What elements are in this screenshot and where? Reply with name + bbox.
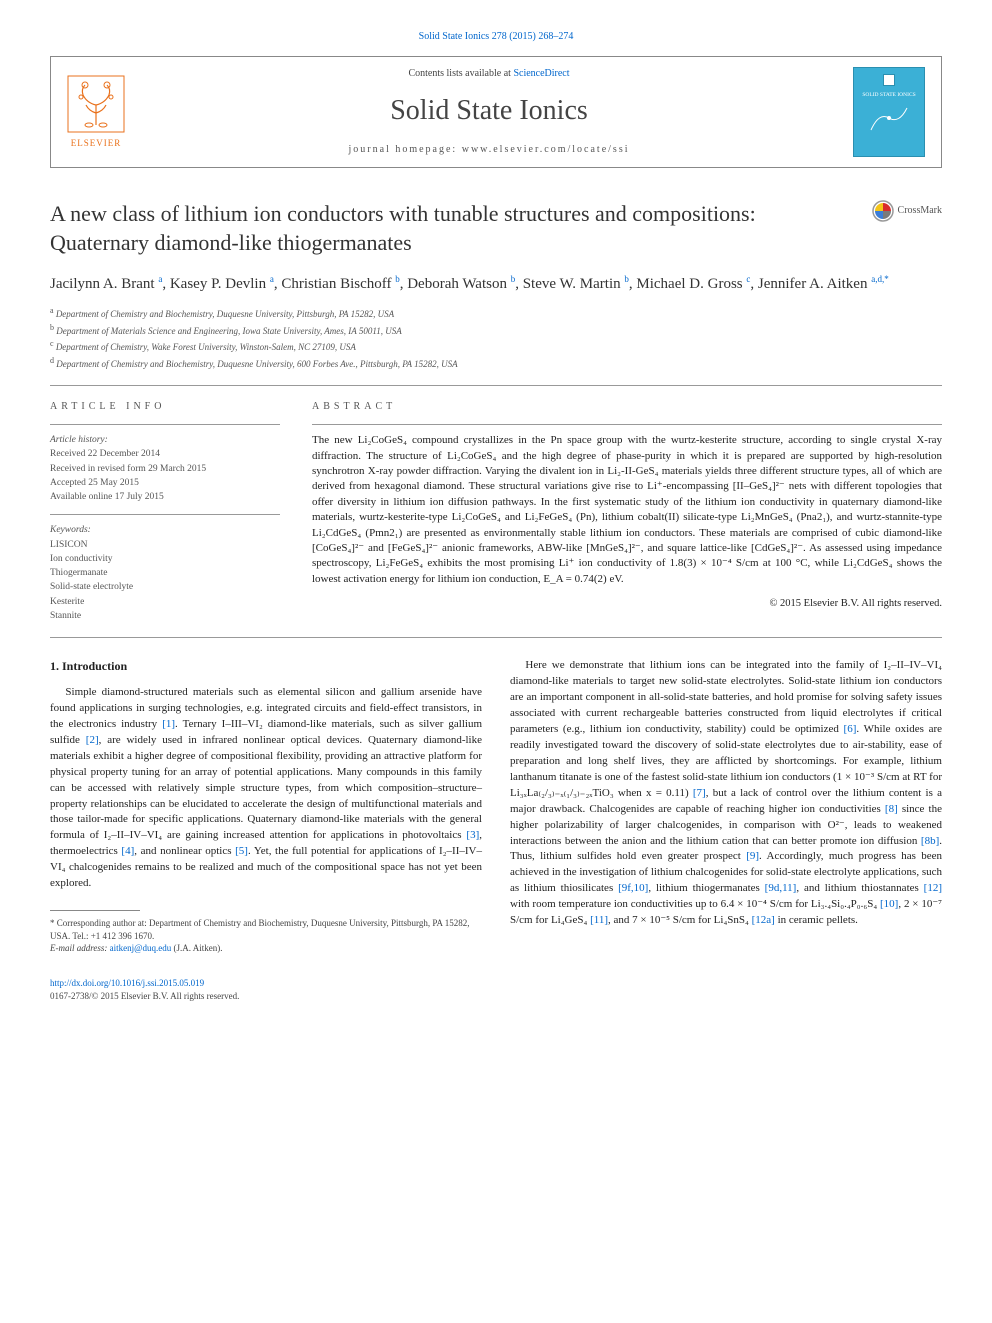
divider [312, 424, 942, 425]
elsevier-logo: ELSEVIER [67, 75, 125, 150]
history-label: Article history: [50, 433, 280, 447]
received-date: Received 22 December 2014 [50, 447, 280, 461]
cover-graphic-icon [867, 104, 911, 134]
divider [50, 637, 942, 638]
article-info-heading: ARTICLE INFO [50, 400, 280, 414]
online-date: Available online 17 July 2015 [50, 490, 280, 504]
cover-title: SOLID STATE IONICS [862, 92, 915, 98]
divider [50, 514, 280, 515]
abstract-text: The new Li₂CoGeS₄ compound crystallizes … [312, 433, 942, 587]
article-info-column: ARTICLE INFO Article history: Received 2… [50, 400, 280, 623]
journal-name: Solid State Ionics [125, 91, 853, 130]
sciencedirect-link[interactable]: ScienceDirect [513, 68, 569, 79]
publisher-name: ELSEVIER [71, 137, 122, 150]
elsevier-tree-icon [67, 75, 125, 133]
abstract-heading: ABSTRACT [312, 400, 942, 414]
affiliation-line: d Department of Chemistry and Biochemist… [50, 355, 942, 372]
divider [50, 385, 942, 386]
body-column-right: Here we demonstrate that lithium ions ca… [510, 658, 942, 955]
abstract-copyright: © 2015 Elsevier B.V. All rights reserved… [312, 597, 942, 612]
journal-header-box: ELSEVIER Contents lists available at Sci… [50, 56, 942, 168]
article-history: Article history: Received 22 December 20… [50, 433, 280, 504]
keyword: Thiogermanate [50, 566, 280, 580]
accepted-date: Accepted 25 May 2015 [50, 476, 280, 490]
email-line: E-mail address: aitkenj@duq.edu (J.A. Ai… [50, 942, 482, 955]
cover-square-icon [883, 74, 895, 86]
keywords-label: Keywords: [50, 523, 280, 537]
crossmark-icon [872, 200, 894, 222]
crossmark-badge[interactable]: CrossMark [872, 200, 942, 222]
doi-link[interactable]: http://dx.doi.org/10.1016/j.ssi.2015.05.… [50, 978, 204, 988]
authors-line: Jacilynn A. Brant a, Kasey P. Devlin a, … [50, 273, 942, 295]
article-title: A new class of lithium ion conductors wi… [50, 200, 830, 257]
page-footer: http://dx.doi.org/10.1016/j.ssi.2015.05.… [50, 977, 942, 1002]
affiliation-line: a Department of Chemistry and Biochemist… [50, 305, 942, 322]
contents-line: Contents lists available at ScienceDirec… [125, 67, 853, 81]
footnote-separator [50, 910, 140, 911]
journal-reference: Solid State Ionics 278 (2015) 268–274 [50, 30, 942, 44]
issn-copyright: 0167-2738/© 2015 Elsevier B.V. All right… [50, 990, 942, 1003]
crossmark-label: CrossMark [898, 204, 942, 218]
affiliation-line: b Department of Materials Science and En… [50, 322, 942, 339]
keyword: Stannite [50, 609, 280, 623]
introduction-heading: 1. Introduction [50, 658, 482, 675]
keyword: Kesterite [50, 595, 280, 609]
homepage-line: journal homepage: www.elsevier.com/locat… [125, 143, 853, 157]
body-column-left: 1. Introduction Simple diamond-structure… [50, 658, 482, 955]
keyword: Solid-state electrolyte [50, 580, 280, 594]
header-center: Contents lists available at ScienceDirec… [125, 67, 853, 156]
revised-date: Received in revised form 29 March 2015 [50, 462, 280, 476]
corresponding-author-note: * Corresponding author at: Department of… [50, 917, 482, 942]
keywords-block: Keywords: LISICONIon conductivityThioger… [50, 523, 280, 623]
keyword: LISICON [50, 538, 280, 552]
affiliation-line: c Department of Chemistry, Wake Forest U… [50, 338, 942, 355]
email-link[interactable]: aitkenj@duq.edu [110, 943, 172, 953]
body-text-left: Simple diamond-structured materials such… [50, 685, 482, 892]
journal-cover-thumbnail: SOLID STATE IONICS [853, 67, 925, 157]
affiliations: a Department of Chemistry and Biochemist… [50, 305, 942, 371]
divider [50, 424, 280, 425]
keyword: Ion conductivity [50, 552, 280, 566]
body-text-right: Here we demonstrate that lithium ions ca… [510, 658, 942, 929]
abstract-column: ABSTRACT The new Li₂CoGeS₄ compound crys… [312, 400, 942, 623]
